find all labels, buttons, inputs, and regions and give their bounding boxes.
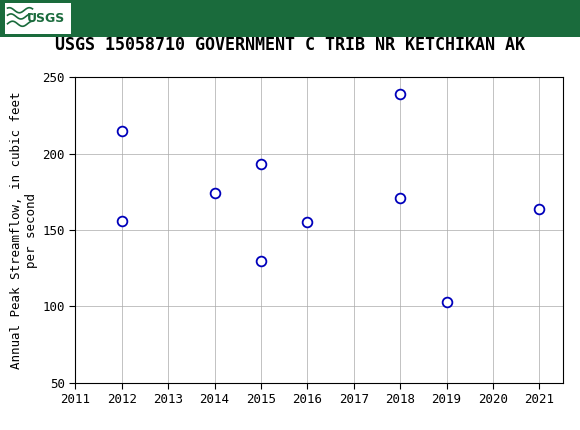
Point xyxy=(117,218,126,224)
Text: USGS 15058710 GOVERNMENT C TRIB NR KETCHIKAN AK: USGS 15058710 GOVERNMENT C TRIB NR KETCH… xyxy=(55,36,525,54)
Point xyxy=(442,298,451,305)
Point xyxy=(396,91,405,98)
Text: USGS: USGS xyxy=(27,12,65,25)
Y-axis label: Annual Peak Streamflow, in cubic feet
per second: Annual Peak Streamflow, in cubic feet pe… xyxy=(10,91,38,369)
Point xyxy=(535,205,544,212)
Point xyxy=(210,190,219,197)
Point xyxy=(396,194,405,201)
FancyBboxPatch shape xyxy=(5,3,71,34)
Point xyxy=(117,127,126,134)
Point xyxy=(303,219,312,226)
Point xyxy=(256,161,266,168)
Point xyxy=(256,257,266,264)
